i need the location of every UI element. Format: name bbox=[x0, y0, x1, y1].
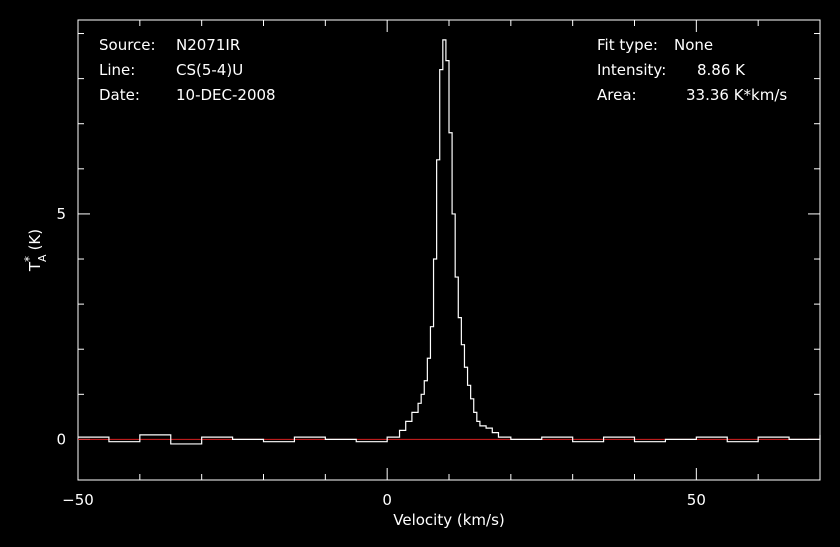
x-tick-label: 50 bbox=[687, 491, 706, 509]
spectrum-line bbox=[78, 39, 821, 445]
source-value: N2071IR bbox=[176, 36, 240, 54]
y-axis-label-main: T bbox=[26, 261, 44, 272]
x-tick-label: −50 bbox=[62, 491, 94, 509]
y-axis-label-sup: * bbox=[22, 256, 36, 262]
source-label: Source: bbox=[99, 36, 156, 54]
y-axis-label: T*A (K) bbox=[22, 229, 49, 272]
fit-type-value: None bbox=[674, 36, 713, 54]
y-tick-label: 0 bbox=[56, 430, 66, 448]
area-label: Area: bbox=[597, 86, 637, 104]
intensity-label: Intensity: bbox=[597, 61, 666, 79]
fit-type-label: Fit type: bbox=[597, 36, 658, 54]
area-value: 33.36 K*km/s bbox=[686, 86, 787, 104]
y-tick-label: 5 bbox=[56, 205, 66, 223]
date-value: 10-DEC-2008 bbox=[176, 86, 276, 104]
line-value: CS(5-4)U bbox=[176, 61, 243, 79]
intensity-value: 8.86 K bbox=[697, 61, 746, 79]
date-label: Date: bbox=[99, 86, 140, 104]
line-label: Line: bbox=[99, 61, 135, 79]
svg-text:T*A(K): T*A (K) bbox=[22, 229, 49, 272]
y-axis-label-unit: (K) bbox=[26, 229, 44, 251]
x-tick-label: 0 bbox=[382, 491, 392, 509]
y-axis-label-sub: A bbox=[36, 254, 49, 262]
tick-labels: −50 0 50 0 5 bbox=[56, 205, 705, 509]
x-axis-label: Velocity (km/s) bbox=[393, 511, 504, 529]
